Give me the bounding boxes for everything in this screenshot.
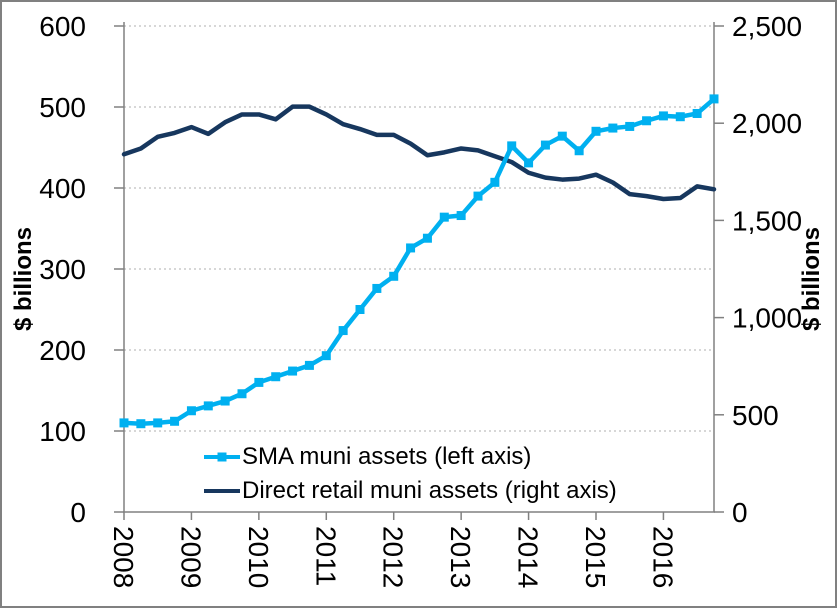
x-axis-tick-label: 2011 <box>310 526 341 586</box>
x-axis-tick-label: 2010 <box>243 526 274 588</box>
y-left-tick-label: 0 <box>70 497 86 528</box>
sma-marker <box>591 126 601 136</box>
legend-item-sma: SMA muni assets (left axis) <box>204 443 617 471</box>
y-right-tick-label: 500 <box>732 400 779 431</box>
sma-marker <box>422 233 432 243</box>
x-axis-tick-label: 2009 <box>175 526 206 588</box>
sma-marker <box>237 389 247 399</box>
y-right-tick-label: 2,000 <box>732 108 802 139</box>
sma-marker <box>119 418 129 428</box>
sma-marker <box>271 372 281 382</box>
y-left-tick-label: 200 <box>39 335 86 366</box>
sma-marker <box>692 108 702 118</box>
y-right-tick-label: 2,500 <box>732 11 802 42</box>
sma-marker <box>153 418 163 428</box>
x-axis-tick-label: 2012 <box>378 526 409 588</box>
legend-square-marker-icon <box>217 452 227 462</box>
sma-marker <box>490 177 500 187</box>
sma-marker <box>658 111 668 121</box>
sma-marker <box>288 366 298 376</box>
sma-marker <box>608 123 618 133</box>
legend-sample-retail <box>204 489 240 493</box>
x-axis-tick-label: 2014 <box>513 526 544 588</box>
sma-marker <box>355 305 365 314</box>
sma-marker <box>304 360 314 370</box>
sma-marker <box>389 271 399 281</box>
right-axis-title: $ billions <box>798 227 825 332</box>
legend-sample-sma <box>204 452 240 462</box>
x-axis-tick-label: 2016 <box>647 526 678 588</box>
legend-label-retail: Direct retail muni assets (right axis) <box>242 477 617 504</box>
sma-marker <box>456 211 466 221</box>
x-axis-tick-label: 2015 <box>580 526 611 588</box>
y-left-tick-label: 100 <box>39 416 86 447</box>
sma-marker <box>372 283 382 293</box>
sma-marker <box>507 141 517 151</box>
y-left-tick-label: 300 <box>39 254 86 285</box>
x-axis-tick-label: 2008 <box>108 526 139 588</box>
chart-legend: SMA muni assets (left axis) Direct retai… <box>204 443 617 505</box>
left-axis-title: $ billions <box>10 227 37 332</box>
sma-marker <box>220 396 230 406</box>
sma-marker <box>254 377 264 387</box>
sma-marker <box>136 419 146 429</box>
sma-marker <box>321 351 331 361</box>
sma-marker <box>642 116 652 126</box>
y-right-tick-label: 1,000 <box>732 303 802 334</box>
sma-marker <box>439 212 449 222</box>
sma-marker <box>675 112 685 122</box>
x-axis-tick-label: 2013 <box>445 526 476 588</box>
sma-marker <box>406 243 416 253</box>
sma-marker <box>625 121 635 131</box>
sma-marker <box>170 416 180 426</box>
sma-marker <box>574 146 584 156</box>
retail-line <box>121 104 717 202</box>
sma-marker <box>338 326 348 336</box>
y-left-tick-label: 500 <box>39 92 86 123</box>
y-left-tick-label: 400 <box>39 173 86 204</box>
legend-label-sma: SMA muni assets (left axis) <box>242 443 532 470</box>
y-left-tick-label: 600 <box>39 11 86 42</box>
y-right-tick-label: 1,500 <box>732 205 802 236</box>
sma-marker <box>473 191 483 201</box>
legend-item-retail: Direct retail muni assets (right axis) <box>204 477 617 505</box>
sma-marker <box>540 140 550 150</box>
sma-marker <box>709 94 719 104</box>
y-right-tick-label: 0 <box>732 497 748 528</box>
sma-marker <box>557 131 567 141</box>
sma-marker <box>524 158 534 168</box>
sma-marker <box>186 406 196 416</box>
sma-marker <box>203 401 213 411</box>
